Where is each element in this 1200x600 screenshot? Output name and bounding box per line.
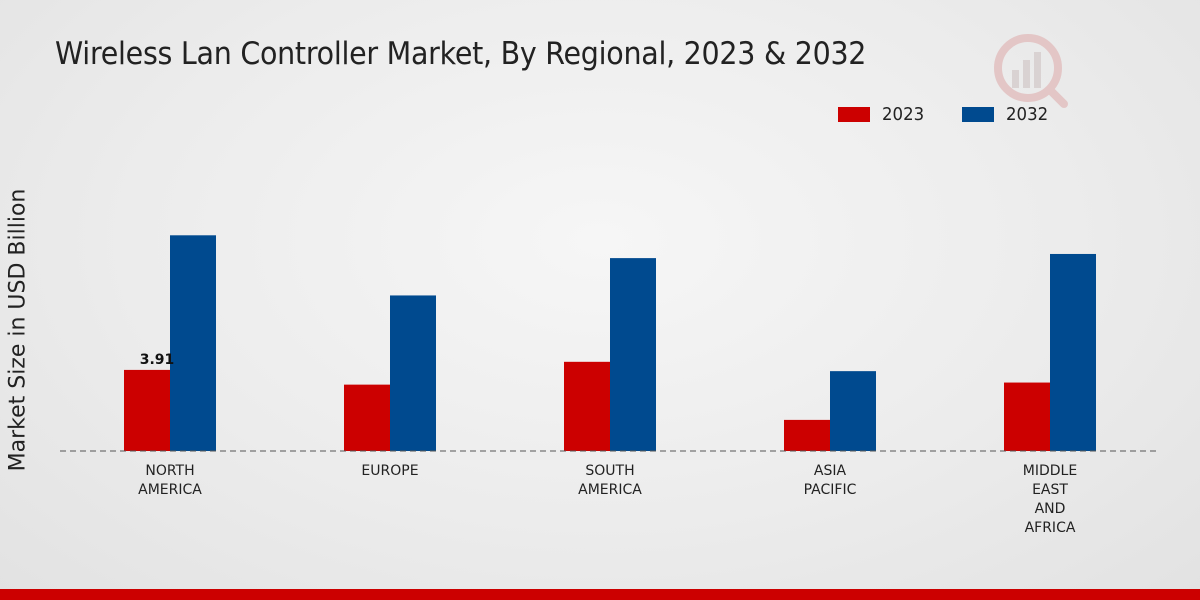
bar-2032-south-america[interactable] [610, 258, 656, 451]
data-label: 3.91 [140, 352, 175, 368]
bar-2023-europe[interactable] [344, 384, 390, 451]
x-tick-label: PACIFIC [804, 482, 857, 498]
x-tick-label: EUROPE [361, 463, 418, 479]
x-tick-label: SOUTH [585, 463, 634, 479]
x-tick-label: EAST [1032, 482, 1068, 498]
legend-item-2032[interactable]: 2032 [961, 104, 1052, 125]
x-tick-label: AMERICA [138, 482, 202, 498]
x-tick-label: AMERICA [578, 482, 642, 498]
x-tick-label: NORTH [145, 463, 194, 479]
bar-2023-north-america[interactable] [124, 369, 170, 451]
bar-2023-south-america[interactable] [564, 361, 610, 451]
bottom-accent-bar [0, 589, 1200, 600]
bar-2023-asia-pacific[interactable] [784, 419, 830, 451]
watermark-logo-icon [994, 34, 1068, 108]
legend-label-2032: 2032 [1005, 104, 1048, 125]
x-tick-label: AFRICA [1025, 520, 1076, 536]
x-tick-label: MIDDLE [1023, 463, 1077, 479]
legend-label-2023: 2023 [882, 104, 925, 125]
legend-item-2023[interactable]: 2023 [838, 104, 928, 125]
bar-2032-north-america[interactable] [170, 235, 216, 451]
bar-2032-middle-east-and-africa[interactable] [1050, 253, 1096, 451]
legend: 2023 2032 [838, 104, 1086, 125]
legend-swatch-2023 [838, 107, 870, 122]
chart-title: Wireless Lan Controller Market, By Regio… [55, 36, 867, 72]
bar-2023-middle-east-and-africa[interactable] [1004, 382, 1050, 451]
x-tick-label: AND [1035, 501, 1066, 517]
bar-2032-asia-pacific[interactable] [830, 371, 876, 451]
legend-swatch-2032 [961, 107, 994, 122]
bar-2032-europe[interactable] [390, 295, 436, 451]
x-tick-label: ASIA [814, 463, 847, 479]
